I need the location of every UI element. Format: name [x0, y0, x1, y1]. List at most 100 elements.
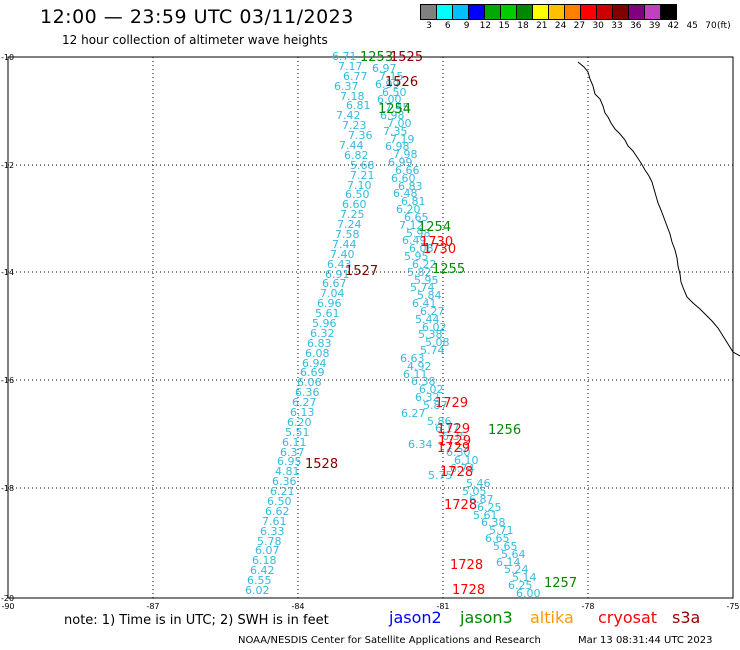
- legend-label: 18: [517, 21, 529, 31]
- wave-height-value: 5.68: [350, 159, 375, 172]
- wave-height-value: 7.10: [347, 179, 372, 192]
- wave-height-value: 6.10: [454, 454, 479, 467]
- legend-label: 30: [592, 21, 604, 31]
- legend-label: 6: [444, 21, 451, 31]
- legend-unit-label: (ft): [717, 21, 731, 31]
- wave-height-value: 7.15: [379, 70, 404, 83]
- wave-height-value: 7.36: [348, 129, 373, 142]
- lat-tick-label: -10: [1, 53, 14, 62]
- wave-height-value: 6.27: [292, 396, 317, 409]
- wave-height-value: 5.98: [406, 227, 431, 240]
- credit-text: NOAA/NESDIS Center for Satellite Applica…: [238, 635, 541, 646]
- wave-height-value: 6.74: [450, 462, 475, 475]
- legend-label: 45: [686, 21, 698, 31]
- wave-height-value: 6.63: [400, 352, 425, 365]
- wave-height-value: 7.23: [342, 119, 367, 132]
- wave-height-value: 7.35: [383, 125, 408, 138]
- wave-height-value: 6.62: [265, 505, 290, 518]
- legend-label: 36: [630, 21, 642, 31]
- pass-time-jason3: 1254: [418, 220, 451, 235]
- wave-height-value: 5.08: [425, 336, 450, 349]
- footer-note: note: 1) Time is in UTC; 2) SWH is in fe…: [64, 613, 329, 628]
- pass-time-cryosat: 1728: [440, 465, 473, 480]
- wave-height-value: 6.32: [310, 327, 335, 340]
- wave-height-value: 6.99: [375, 78, 400, 91]
- wave-height-value: 6.66: [395, 164, 420, 177]
- mission-jason3: jason3: [460, 608, 513, 627]
- legend-label: 24: [554, 21, 567, 31]
- wave-height-value: 6.43: [327, 258, 352, 271]
- legend-label: 9: [463, 21, 470, 31]
- pass-time-cryosat: 1728: [452, 583, 485, 598]
- wave-height-value: 5.05: [462, 485, 487, 498]
- wave-height-value: 5.74: [420, 344, 445, 357]
- wave-height-value: 6.22: [412, 258, 437, 271]
- wave-height-value: 7.58: [335, 228, 360, 241]
- wave-height-value: 5.74: [410, 281, 435, 294]
- wave-height-value: 6.02: [422, 321, 447, 334]
- wave-height-value: 6.50: [345, 188, 370, 201]
- wave-height-value: 5.95: [414, 274, 439, 287]
- legend-label: 15: [498, 21, 510, 31]
- pass-time-cryosat: 1729: [437, 441, 470, 456]
- pass-time-s3a: 1527: [345, 264, 378, 279]
- legend-label: 27: [573, 21, 586, 31]
- legend-label: 33: [611, 21, 623, 31]
- wave-height-value: 6.60: [342, 198, 367, 211]
- wave-height-value: 5.95: [404, 250, 429, 263]
- wave-height-value: 6.81: [346, 99, 371, 112]
- wave-height-value: 7.24: [337, 218, 362, 231]
- wave-height-value: 5.24: [504, 563, 529, 576]
- wave-height-value: 6.81: [401, 195, 426, 208]
- wave-height-value: 5.46: [466, 477, 491, 490]
- wave-height-value: 6.34: [408, 438, 433, 451]
- wave-height-value: 7.45: [385, 101, 410, 114]
- wave-height-value: 6.95: [277, 455, 302, 468]
- wave-height-value: 7.12: [399, 219, 424, 232]
- wave-height-value: 6.08: [409, 242, 434, 255]
- wave-height-value: 5.75: [428, 469, 453, 482]
- wave-height-value: 5.61: [473, 509, 498, 522]
- wave-height-value: 6.13: [290, 406, 315, 419]
- wave-height-value: 4.92: [407, 360, 432, 373]
- wave-height-value: 6.97: [372, 62, 397, 75]
- legend-label: 39: [648, 21, 661, 31]
- wave-height-value: 7.19: [390, 133, 415, 146]
- pass-time-s3a: 1526: [385, 75, 418, 90]
- wave-height-value: 7.17: [338, 60, 363, 73]
- wave-height-value: 6.98: [385, 140, 410, 153]
- map-frame: [7, 56, 734, 599]
- pass-time-cryosat: 1728: [450, 558, 483, 573]
- wave-height-value: 6.83: [398, 180, 423, 193]
- wave-height-value: 6.17: [435, 422, 460, 435]
- wave-height-value: 6.91: [325, 268, 350, 281]
- pass-time-jason3: 1255: [432, 262, 465, 277]
- wave-height-value: 5.14: [512, 571, 537, 584]
- wave-height-value: 5.82: [407, 266, 432, 279]
- wave-height-value: 6.02: [419, 383, 444, 396]
- wave-height-value: 7.98: [393, 148, 418, 161]
- wave-height-value: 6.60: [391, 172, 416, 185]
- wave-height-value: 5.61: [315, 307, 340, 320]
- wave-height-value: 6.36: [272, 475, 297, 488]
- lat-tick-label: -20: [1, 594, 14, 603]
- wave-height-value: 7.40: [330, 248, 355, 261]
- pass-time-s3a: 1528: [305, 457, 338, 472]
- lat-tick-label: -12: [1, 161, 14, 170]
- page-title: 12:00 — 23:59 UTC 03/11/2023: [40, 6, 354, 28]
- wave-height-value: 6.38: [411, 375, 436, 388]
- pass-time-jason3: 1257: [544, 576, 577, 591]
- mission-s3a: s3a: [672, 608, 701, 627]
- wave-height-value: 6.36: [295, 386, 320, 399]
- wave-height-value: 5.87: [423, 399, 448, 412]
- wave-height-value: 6.94: [302, 357, 327, 370]
- wave-height-value: 6.11: [403, 368, 428, 381]
- lon-tick-label: -84: [291, 602, 304, 611]
- pass-time-jason3: 1256: [488, 423, 521, 438]
- wave-height-value: 6.08: [305, 347, 330, 360]
- wave-height-value: 6.20: [287, 416, 312, 429]
- wave-height-value: 6.38: [481, 516, 506, 529]
- wave-height-value: 6.25: [508, 579, 533, 592]
- mission-cryosat: cryosat: [598, 608, 658, 627]
- legend-label: 42: [667, 21, 680, 31]
